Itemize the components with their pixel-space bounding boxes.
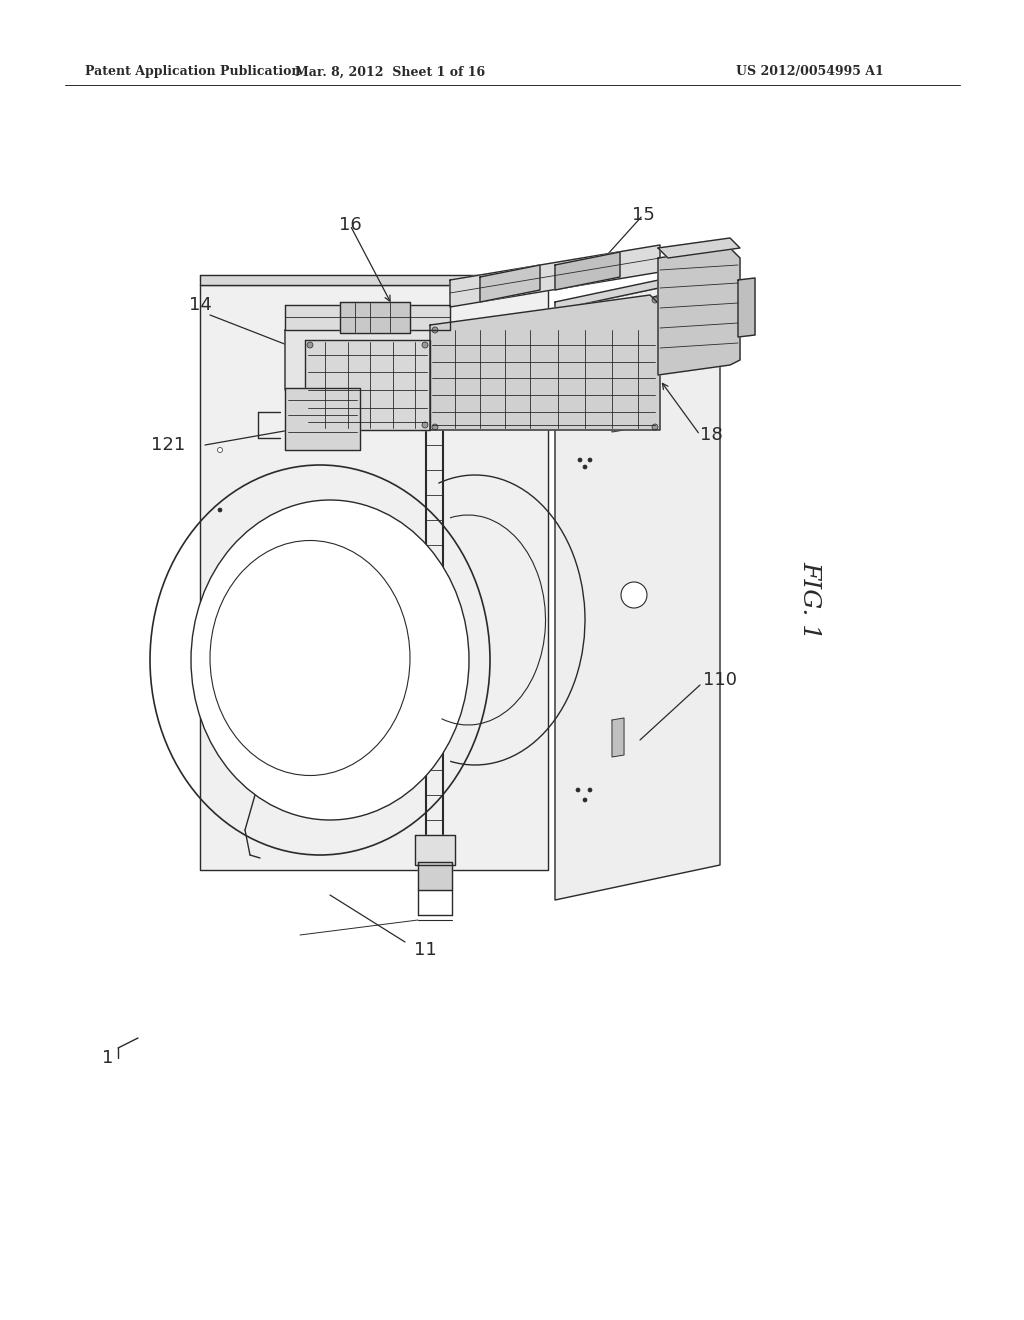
- Text: 11: 11: [414, 941, 436, 960]
- Circle shape: [652, 297, 658, 304]
- Circle shape: [218, 508, 222, 512]
- Circle shape: [613, 271, 617, 275]
- Polygon shape: [285, 388, 360, 450]
- Polygon shape: [285, 294, 660, 389]
- Polygon shape: [555, 252, 620, 290]
- Circle shape: [652, 424, 658, 430]
- Polygon shape: [738, 279, 755, 337]
- Circle shape: [422, 342, 428, 348]
- Circle shape: [402, 326, 408, 330]
- Circle shape: [351, 442, 357, 447]
- Circle shape: [534, 282, 537, 286]
- Ellipse shape: [191, 500, 469, 820]
- Polygon shape: [305, 341, 430, 430]
- Polygon shape: [658, 248, 740, 375]
- Text: Mar. 8, 2012  Sheet 1 of 16: Mar. 8, 2012 Sheet 1 of 16: [295, 66, 485, 78]
- Polygon shape: [200, 285, 548, 870]
- Circle shape: [432, 424, 438, 430]
- Polygon shape: [612, 718, 624, 756]
- Circle shape: [307, 342, 313, 348]
- Circle shape: [402, 305, 408, 309]
- Circle shape: [743, 327, 749, 333]
- Text: 14: 14: [188, 296, 211, 314]
- Circle shape: [558, 267, 562, 271]
- Polygon shape: [285, 305, 450, 330]
- Circle shape: [613, 253, 617, 257]
- Circle shape: [289, 442, 295, 447]
- Ellipse shape: [210, 540, 410, 776]
- Polygon shape: [200, 275, 548, 285]
- Circle shape: [534, 268, 537, 272]
- Circle shape: [351, 392, 357, 399]
- Polygon shape: [340, 302, 410, 333]
- Circle shape: [575, 788, 580, 792]
- Polygon shape: [450, 246, 660, 308]
- Circle shape: [588, 458, 592, 462]
- Polygon shape: [555, 275, 720, 900]
- Polygon shape: [612, 393, 624, 432]
- Circle shape: [583, 799, 587, 803]
- Circle shape: [483, 294, 487, 300]
- Circle shape: [483, 279, 487, 282]
- Text: Patent Application Publication: Patent Application Publication: [85, 66, 300, 78]
- Circle shape: [621, 582, 647, 609]
- Circle shape: [558, 282, 562, 286]
- Circle shape: [583, 465, 587, 469]
- Text: 1: 1: [101, 1049, 113, 1067]
- Circle shape: [432, 327, 438, 333]
- Circle shape: [342, 326, 347, 330]
- Text: 18: 18: [700, 426, 723, 444]
- Circle shape: [588, 788, 592, 792]
- Circle shape: [743, 282, 749, 288]
- Polygon shape: [480, 265, 540, 302]
- Circle shape: [422, 422, 428, 428]
- Circle shape: [342, 305, 347, 309]
- Text: 16: 16: [339, 216, 361, 234]
- Circle shape: [289, 392, 295, 399]
- Circle shape: [217, 447, 222, 453]
- Text: 15: 15: [632, 206, 654, 224]
- Polygon shape: [415, 836, 455, 865]
- Polygon shape: [418, 862, 452, 890]
- Polygon shape: [430, 294, 660, 430]
- Text: 121: 121: [151, 436, 185, 454]
- Polygon shape: [555, 267, 720, 310]
- Text: US 2012/0054995 A1: US 2012/0054995 A1: [736, 66, 884, 78]
- Text: FIG. 1: FIG. 1: [799, 561, 821, 639]
- Text: 110: 110: [703, 671, 737, 689]
- Circle shape: [578, 458, 582, 462]
- Polygon shape: [658, 238, 740, 257]
- Circle shape: [307, 422, 313, 428]
